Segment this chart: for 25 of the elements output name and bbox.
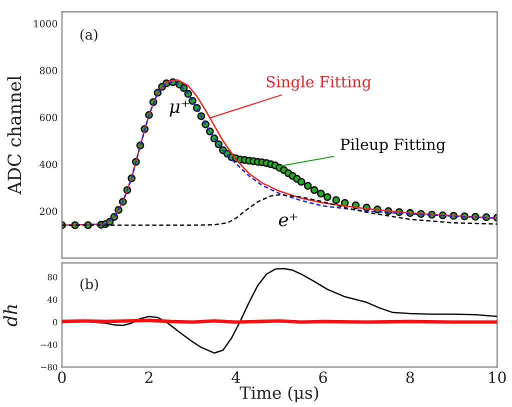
y-tick-label: 200 <box>40 208 58 215</box>
y-tick-label: −80 <box>41 364 58 370</box>
annotation: (b) <box>80 278 98 292</box>
x-tick-label: 8 <box>406 372 414 384</box>
y-tick-label: 1000 <box>34 20 58 28</box>
x-tick-label: 10 <box>489 372 506 384</box>
text: Single Fitting <box>266 76 372 91</box>
y-tick-label: 0 <box>53 319 58 326</box>
y-axis-title: dh <box>3 305 18 326</box>
y-tick-label: 80 <box>48 274 58 280</box>
x-tick-label: 6 <box>319 372 327 384</box>
x-axis-title: Time (μs) <box>240 386 318 402</box>
y-tick-label: 600 <box>40 114 58 122</box>
x-tick-label: 2 <box>145 372 152 383</box>
y-tick-label: 40 <box>47 296 58 303</box>
x-tick-label: 4 <box>232 372 240 383</box>
x-tick-label: 0 <box>58 372 66 384</box>
annotation: (a) <box>80 29 98 42</box>
y-tick-label: 800 <box>40 66 58 74</box>
y-axis-title: ADC channel <box>7 76 22 195</box>
annotation: μ⁺ <box>170 100 189 117</box>
annotation: e⁺ <box>278 214 298 226</box>
y-tick-label: −40 <box>41 342 58 348</box>
y-tick-label: 400 <box>40 160 58 168</box>
text: Pileup Fitting <box>340 138 446 154</box>
